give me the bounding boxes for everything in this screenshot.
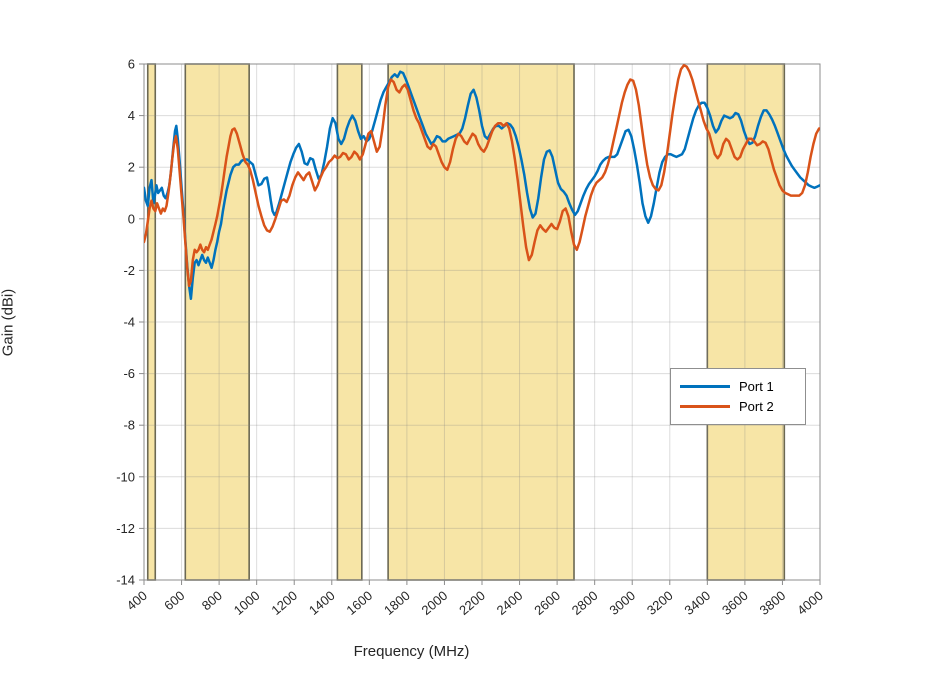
svg-text:3400: 3400 xyxy=(681,588,713,618)
svg-text:3800: 3800 xyxy=(757,588,789,618)
svg-text:2400: 2400 xyxy=(494,588,526,618)
svg-text:2200: 2200 xyxy=(456,588,488,618)
legend-item-port1: Port 1 xyxy=(680,380,797,393)
svg-text:2000: 2000 xyxy=(419,588,451,618)
port2-line-swatch xyxy=(680,405,730,408)
svg-text:6: 6 xyxy=(128,57,135,72)
svg-text:2: 2 xyxy=(128,160,135,175)
svg-text:800: 800 xyxy=(199,588,225,613)
svg-text:2600: 2600 xyxy=(531,588,563,618)
svg-text:3200: 3200 xyxy=(644,588,676,618)
svg-text:2800: 2800 xyxy=(569,588,601,618)
svg-text:-2: -2 xyxy=(123,263,135,278)
svg-text:-14: -14 xyxy=(116,573,135,588)
svg-text:600: 600 xyxy=(161,588,187,613)
svg-text:-12: -12 xyxy=(116,521,135,536)
svg-text:0: 0 xyxy=(128,211,135,226)
svg-text:-6: -6 xyxy=(123,366,135,381)
legend-label-port1: Port 1 xyxy=(739,379,774,394)
svg-text:1200: 1200 xyxy=(268,588,300,618)
legend: Port 1 Port 2 xyxy=(670,368,806,425)
svg-text:400: 400 xyxy=(124,588,150,613)
svg-text:-4: -4 xyxy=(123,315,135,330)
svg-text:-8: -8 xyxy=(123,418,135,433)
svg-text:1400: 1400 xyxy=(306,588,338,618)
svg-text:4: 4 xyxy=(128,108,135,123)
svg-text:1000: 1000 xyxy=(231,588,263,618)
legend-label-port2: Port 2 xyxy=(739,399,774,414)
port1-line-swatch xyxy=(680,385,730,388)
x-axis-label: Frequency (MHz) xyxy=(353,643,470,660)
svg-text:3600: 3600 xyxy=(719,588,751,618)
svg-text:1600: 1600 xyxy=(343,588,375,618)
y-axis-label: Gain (dBi) xyxy=(0,288,17,357)
legend-item-port2: Port 2 xyxy=(680,400,797,413)
svg-text:3000: 3000 xyxy=(606,588,638,618)
svg-text:-10: -10 xyxy=(116,469,135,484)
svg-text:4000: 4000 xyxy=(794,588,826,618)
svg-text:1800: 1800 xyxy=(381,588,413,618)
